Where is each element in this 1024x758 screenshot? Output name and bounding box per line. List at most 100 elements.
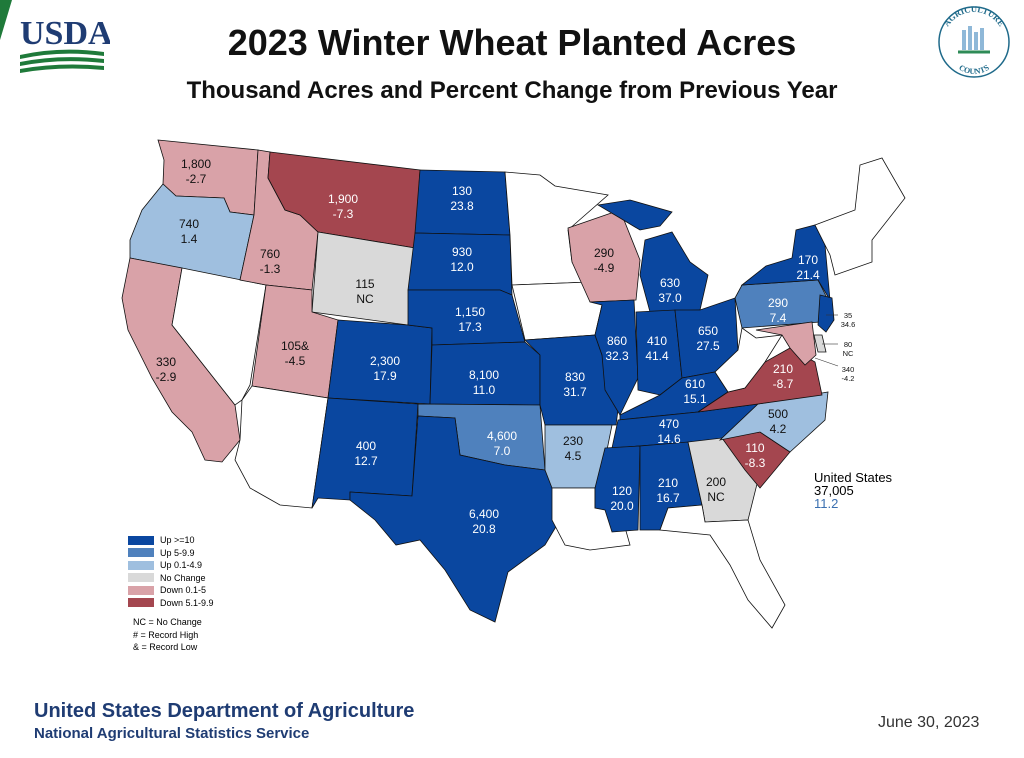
state-acres-label-sd: 930 [452,245,472,259]
states-layer [121,139,906,629]
state-change-label-ne: 17.3 [458,320,482,334]
state-change-label-il: 32.3 [605,349,629,363]
legend-label: Up >=10 [160,535,195,546]
state-acres-label-tn: 470 [659,417,679,431]
state-acres-label-md: 340 [842,365,855,374]
footer-agency: National Agricultural Statistics Service [34,725,310,742]
state-change-label-pa: 7.4 [770,311,787,325]
state-change-label-nc: 4.2 [770,422,787,436]
state-change-label-id: -1.3 [260,262,281,276]
state-acres-label-or: 740 [179,217,199,231]
state-acres-label-id: 760 [260,247,280,261]
state-change-label-or: 1.4 [181,232,198,246]
state-acres-label-mi: 630 [660,276,680,290]
state-acres-label-oh: 650 [698,324,718,338]
legend-note: & = Record Low [133,642,198,652]
state-acres-label-nd: 130 [452,184,472,198]
state-change-label-ut: -4.5 [285,354,306,368]
state-acres-label-ga: 200 [706,475,726,489]
legend-item: Up 0.1-4.9 [128,559,214,572]
state-acres-label-ar: 230 [563,434,583,448]
state-change-label-oh: 27.5 [696,339,720,353]
map-title: 2023 Winter Wheat Planted Acres [227,22,797,63]
legend-swatch [128,560,154,570]
legend-label: Up 0.1-4.9 [160,560,203,571]
legend-note: NC = No Change [133,617,202,627]
state-acres-label-tx: 6,400 [469,507,499,521]
state-change-label-ok: 7.0 [494,444,511,458]
state-acres-label-wa: 1,800 [181,157,211,171]
state-mi [639,231,709,313]
state-acres-label-ks: 8,100 [469,368,499,382]
ag-logo-bottom-text: COUNTS [957,63,991,76]
legend-label: Down 0.1-5 [160,585,207,596]
state-change-label-nd: 23.8 [450,199,474,213]
state-fl [659,504,786,629]
state-change-label-md: -4.2 [842,374,855,383]
state-de [813,334,827,353]
state-nj [817,294,835,333]
state-change-label-sc: -8.3 [745,456,766,470]
legend-note: # = Record High [133,629,199,640]
agriculture-counts-logo: AGRICULTURE COUNTS [934,2,1014,82]
state-il [589,299,639,416]
footer-org: United States Department of Agriculture [34,700,415,722]
state-change-label-ca: -2.9 [156,370,177,384]
state-change-label-tn: 14.6 [657,432,681,446]
state-acres-label-il: 860 [607,334,627,348]
state-acres-label-ne: 1,150 [455,305,485,319]
usda-logo-text: USDA [20,15,110,52]
legend-swatch [128,535,154,545]
state-acres-label-pa: 290 [768,296,788,310]
state-change-label-al: 16.7 [656,491,680,505]
leader-line [814,357,839,367]
state-change-label-ky: 15.1 [683,392,707,406]
us-total: United States 37,005 11.2 [814,471,892,510]
legend-swatch [128,598,154,608]
state-acres-label-mo: 830 [565,370,585,384]
state-acres-label-co: 2,300 [370,354,400,368]
state-change-label-de: NC [843,349,854,358]
state-change-label-nm: 12.7 [354,454,378,468]
state-change-label-ny: 21.4 [796,268,820,282]
state-acres-label-va: 210 [773,362,793,376]
legend-label: No Change [160,572,206,583]
state-mi-upper [596,199,673,231]
state-acres-label-in: 410 [647,334,667,348]
legend-item: Down 0.1-5 [128,584,214,597]
us-total-acres: 37,005 [814,483,854,498]
state-change-label-wa: -2.7 [186,172,207,186]
state-new-england [814,157,906,276]
legend-item: Up 5-9.9 [128,547,214,560]
state-nm [311,397,419,509]
legend: Up >=10 Up 5-9.9 Up 0.1-4.9 No Change Down 0… [128,534,214,609]
state-change-label-nj: 34.6 [841,320,856,329]
usda-logo: USDA [0,0,113,80]
state-acres-label-nm: 400 [356,439,376,453]
state-acres-label-nj: 35 [844,311,852,320]
state-change-label-mt: -7.3 [333,207,354,221]
us-total-change: 11.2 [814,496,839,511]
state-change-label-in: 41.4 [645,349,669,363]
footer-date: June 30, 2023 [878,714,980,731]
legend-swatch [128,548,154,558]
state-change-label-sd: 12.0 [450,260,474,274]
state-acres-label-ny: 170 [798,253,818,267]
state-acres-label-wi: 290 [594,246,614,260]
state-acres-label-mt: 1,900 [328,192,358,206]
legend-item: Up >=10 [128,534,214,547]
legend-swatch [128,573,154,583]
legend-label: Down 5.1-9.9 [160,597,214,608]
state-acres-label-nc: 500 [768,407,788,421]
state-tx [349,415,561,623]
legend-item: No Change [128,572,214,585]
state-az [234,385,329,509]
state-md [755,321,817,366]
state-change-label-mo: 31.7 [563,385,587,399]
map-subtitle: Thousand Acres and Percent Change from P… [186,77,838,104]
state-acres-label-ok: 4,600 [487,429,517,443]
state-change-label-va: -8.7 [773,377,794,391]
legend-label: Up 5-9.9 [160,547,195,558]
